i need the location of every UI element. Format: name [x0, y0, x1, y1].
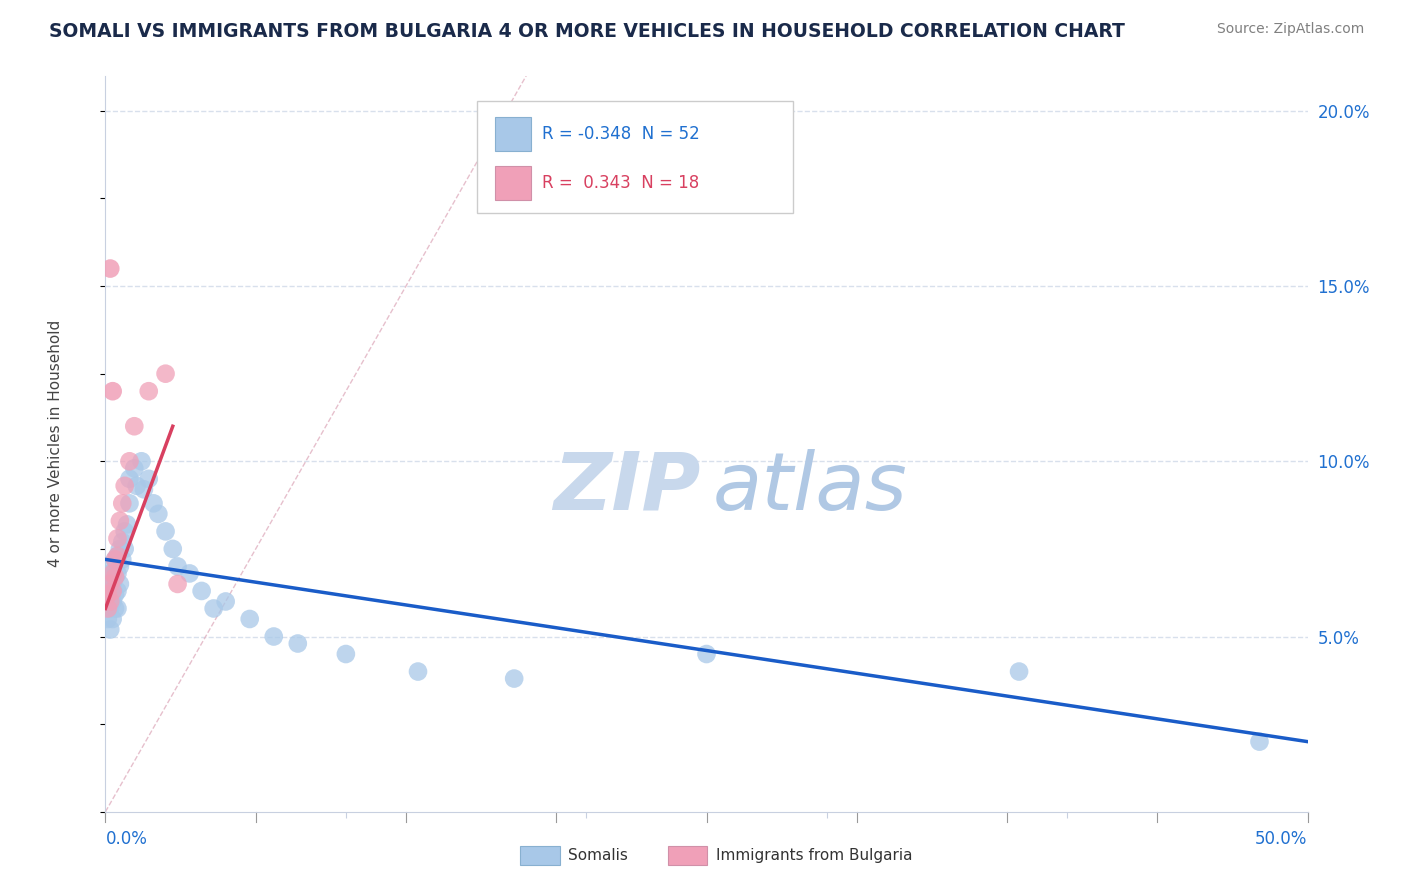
- Point: [287, 636, 309, 650]
- Point: [104, 570, 127, 584]
- Text: R = -0.348  N = 52: R = -0.348 N = 52: [541, 126, 700, 144]
- Point: [98, 583, 121, 598]
- Point: [107, 549, 129, 563]
- Point: [263, 630, 285, 644]
- Point: [101, 594, 124, 608]
- Point: [101, 577, 124, 591]
- Point: [190, 583, 212, 598]
- Point: [101, 612, 124, 626]
- Point: [108, 577, 131, 591]
- Point: [179, 566, 201, 581]
- Point: [138, 472, 160, 486]
- Point: [107, 532, 129, 546]
- Point: [696, 647, 718, 661]
- Text: atlas: atlas: [713, 449, 907, 527]
- Text: Immigrants from Bulgaria: Immigrants from Bulgaria: [716, 848, 912, 863]
- Point: [98, 577, 121, 591]
- Point: [97, 601, 120, 615]
- Point: [108, 514, 131, 528]
- Point: [104, 601, 127, 615]
- Point: [111, 552, 134, 566]
- Point: [114, 479, 136, 493]
- Point: [108, 541, 131, 556]
- Point: [104, 587, 127, 601]
- Point: [107, 549, 129, 563]
- Point: [107, 583, 129, 598]
- Text: SOMALI VS IMMIGRANTS FROM BULGARIA 4 OR MORE VEHICLES IN HOUSEHOLD CORRELATION C: SOMALI VS IMMIGRANTS FROM BULGARIA 4 OR …: [49, 22, 1125, 41]
- Point: [107, 601, 129, 615]
- Point: [166, 577, 188, 591]
- Point: [98, 566, 121, 581]
- Point: [1008, 665, 1031, 679]
- Point: [114, 541, 136, 556]
- Point: [97, 587, 120, 601]
- Point: [131, 454, 153, 468]
- Point: [125, 479, 148, 493]
- Text: 50.0%: 50.0%: [1256, 830, 1308, 848]
- Point: [98, 261, 121, 276]
- Point: [104, 552, 127, 566]
- Point: [335, 647, 357, 661]
- Text: 0.0%: 0.0%: [105, 830, 148, 848]
- Point: [1249, 734, 1271, 748]
- Point: [111, 534, 134, 549]
- Point: [406, 665, 429, 679]
- Text: Somalis: Somalis: [568, 848, 628, 863]
- Point: [101, 559, 124, 574]
- Point: [155, 524, 177, 539]
- Point: [214, 594, 236, 608]
- Point: [142, 496, 165, 510]
- Text: R =  0.343  N = 18: R = 0.343 N = 18: [541, 174, 699, 192]
- Point: [138, 384, 160, 399]
- Point: [97, 577, 120, 591]
- Point: [114, 524, 136, 539]
- Point: [503, 672, 526, 686]
- Point: [97, 594, 120, 608]
- Point: [132, 483, 155, 497]
- Point: [101, 583, 124, 598]
- Point: [202, 601, 225, 615]
- Point: [98, 594, 121, 608]
- Point: [101, 384, 124, 399]
- Point: [118, 496, 141, 510]
- Point: [239, 612, 262, 626]
- Point: [111, 496, 134, 510]
- Point: [148, 507, 170, 521]
- Point: [118, 454, 141, 468]
- Point: [162, 541, 184, 556]
- Point: [115, 517, 138, 532]
- Point: [107, 566, 129, 581]
- Point: [124, 419, 146, 434]
- Text: Source: ZipAtlas.com: Source: ZipAtlas.com: [1216, 22, 1364, 37]
- Point: [155, 367, 177, 381]
- Point: [98, 601, 121, 615]
- Point: [104, 570, 127, 584]
- Point: [98, 623, 121, 637]
- Point: [101, 566, 124, 581]
- Point: [97, 612, 120, 626]
- Point: [166, 559, 188, 574]
- Text: ZIP: ZIP: [553, 449, 700, 527]
- Point: [124, 461, 146, 475]
- Point: [118, 472, 141, 486]
- Point: [108, 559, 131, 574]
- Y-axis label: 4 or more Vehicles in Household: 4 or more Vehicles in Household: [48, 320, 63, 567]
- Point: [104, 552, 127, 566]
